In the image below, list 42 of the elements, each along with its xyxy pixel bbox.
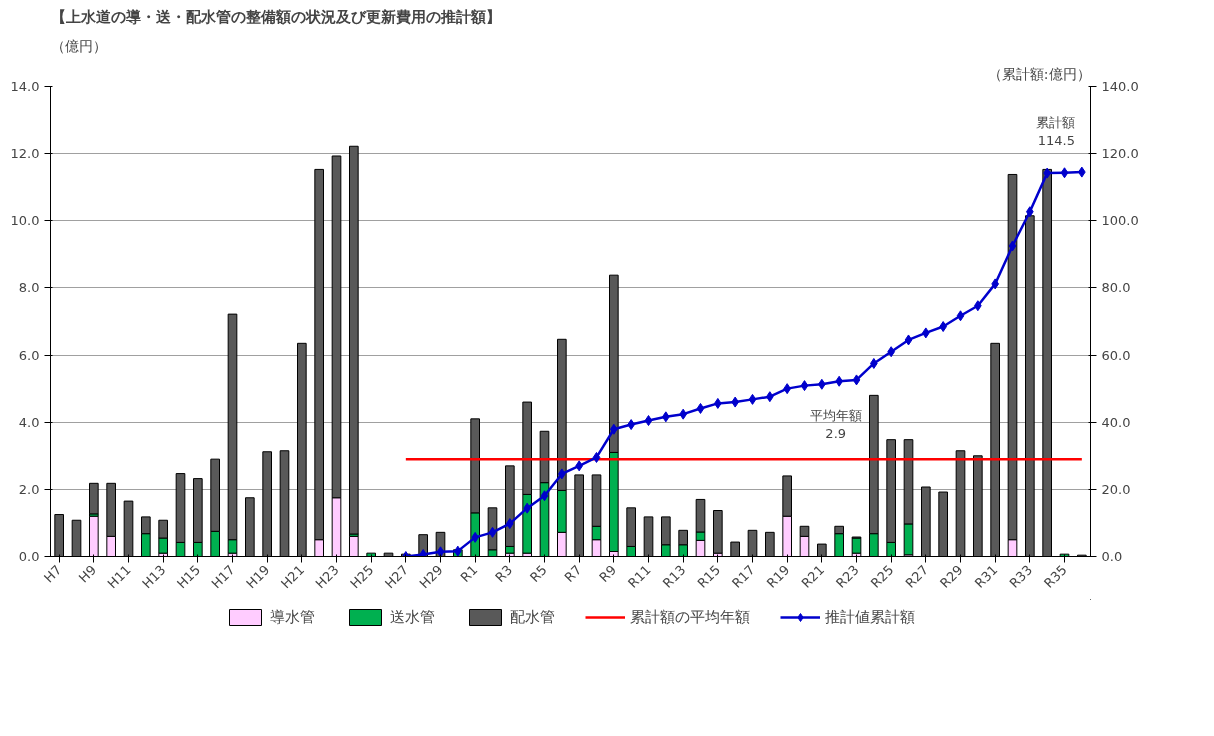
annotation: 累計額 114.5 bbox=[1035, 114, 1075, 148]
legend-label: 推計値累計額 bbox=[825, 607, 915, 627]
y-tick-label: 8.0 bbox=[18, 280, 40, 296]
x-tick-label: H19 bbox=[243, 562, 273, 592]
legend-label: 送水管 bbox=[390, 607, 435, 627]
x-tick-label: H9 bbox=[75, 562, 100, 586]
legend-label: 導水管 bbox=[270, 607, 315, 627]
y2-axis-title: （累計額:億円） bbox=[987, 65, 1091, 82]
legend-label: 累計額の平均年額 bbox=[630, 607, 750, 627]
y-tick-label: 12.0 bbox=[10, 146, 40, 162]
x-tick-label: R21 bbox=[798, 562, 828, 591]
y2-tick-label: 120.0 bbox=[1101, 146, 1139, 162]
y-tick-label: 0.0 bbox=[18, 549, 40, 564]
x-tick-label: R1 bbox=[457, 562, 481, 586]
chart-title: 【上水道の導・送・配水管の整備額の状況及び更新費用の推計額】 bbox=[50, 7, 501, 26]
x-tick-label: H7 bbox=[41, 562, 65, 586]
y2-tick-label: 20.0 bbox=[1101, 481, 1131, 497]
y2-tick-label: 0.0 bbox=[1101, 549, 1123, 564]
x-tick-label: H29 bbox=[416, 562, 446, 592]
x-tick-label: H21 bbox=[277, 562, 308, 592]
x-tick-label: R7 bbox=[561, 562, 585, 586]
y-axis-title: （億円） bbox=[50, 37, 107, 54]
y2-tick-label: 40.0 bbox=[1101, 414, 1131, 430]
x-tick-label: R31 bbox=[971, 562, 1001, 591]
x-tick-label: R3 bbox=[492, 562, 516, 586]
y-tick-label: 10.0 bbox=[10, 213, 40, 229]
y-tick-label: 2.0 bbox=[18, 481, 40, 497]
x-tick-label: H11 bbox=[104, 562, 134, 592]
annotation: 平均年額 2.9 bbox=[809, 408, 862, 442]
x-tick-label: R29 bbox=[937, 562, 966, 591]
y-tick-label: 4.0 bbox=[18, 414, 40, 430]
x-tick-label: R9 bbox=[596, 562, 620, 586]
x-tick-label: R5 bbox=[526, 562, 550, 586]
y2-tick-label: 100.0 bbox=[1101, 213, 1139, 229]
y-tick-label: 6.0 bbox=[18, 347, 40, 363]
y2-tick-label: 140.0 bbox=[1101, 79, 1139, 94]
y2-tick-label: 60.0 bbox=[1101, 347, 1131, 363]
x-tick-label: R11 bbox=[625, 562, 654, 591]
legend-label: 配水管 bbox=[510, 607, 555, 627]
y-tick-label: 14.0 bbox=[10, 79, 40, 94]
x-tick-label: R19 bbox=[763, 562, 793, 591]
y2-tick-label: 80.0 bbox=[1101, 280, 1131, 296]
